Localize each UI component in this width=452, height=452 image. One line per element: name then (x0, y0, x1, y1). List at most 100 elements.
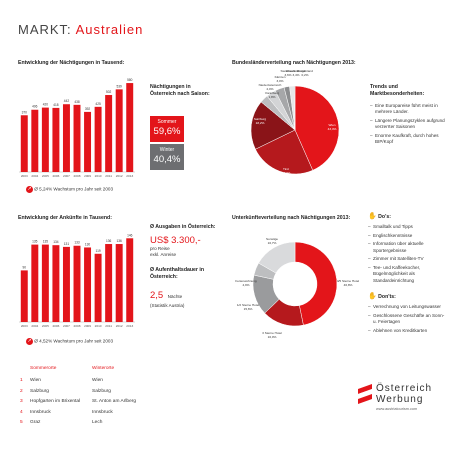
x-tick-label: 2010 (95, 174, 102, 178)
slice-value-label: 16,7% (268, 241, 277, 245)
ranking-winter: Salzburg (92, 388, 111, 394)
bar (41, 244, 49, 322)
ranking-winter: Wien (92, 378, 103, 383)
dos-panel: ✋ Do's: Smalltalk und Tipps Englischkenn… (368, 212, 448, 336)
bar-value-label: 438 (74, 100, 80, 104)
pie-slice (294, 85, 296, 131)
bar-value-label: 90 (22, 265, 26, 269)
bar (62, 246, 70, 322)
x-tick-label: 2005 (42, 174, 49, 178)
bar (73, 104, 81, 172)
bar-value-label: 580 (127, 78, 133, 82)
ankuenfte-bar-chart: 90 2003 135 2004 135 2005 134 2006 131 2007 133 200… (19, 233, 135, 328)
x-tick-label: 2009 (84, 174, 91, 178)
x-tick-label: 2005 (42, 324, 49, 328)
bundesland-pie-chart: Wien43,4%Tirol24,4%Salzburg18,2%Kärnten3… (250, 69, 340, 175)
slice-label: Steiermark (281, 69, 296, 73)
naechtigungen-bar-chart: 370 2003 406 2004 420 2005 418 2006 442 2007 438 20… (19, 78, 135, 178)
bar-value-label: 133 (74, 241, 80, 245)
spend-title: Ø Ausgaben in Österreich: (150, 224, 216, 230)
bar (94, 106, 102, 172)
col-summer: Sommerorte (30, 366, 57, 371)
bar-value-label: 392 (85, 107, 91, 111)
bar (84, 111, 92, 172)
ankuenfte-title: Entwicklung der Ankünfte in Tausend: (18, 215, 112, 221)
slice-label: Ferienwohnung (235, 279, 257, 283)
title-country: Australien (75, 22, 144, 37)
page-title: MARKT: Australien (18, 22, 143, 37)
x-tick-label: 2007 (63, 174, 70, 178)
ranking-winter: Lech (92, 420, 103, 425)
bar (20, 115, 28, 172)
stay-unit: Nächte (167, 294, 183, 300)
slice-label: Burgenland (297, 69, 313, 73)
bar-value-label: 406 (32, 105, 38, 109)
spend-sub1: pro Reise (150, 246, 170, 252)
bar (126, 83, 134, 172)
bar-value-label: 442 (64, 99, 70, 103)
dos-item: Tee- und Kaffeekocher, Bügelmöglichkeit … (368, 265, 448, 284)
bar-value-label: 135 (43, 240, 49, 244)
stay-value: 2,5 (150, 290, 164, 302)
dos-heading: ✋ Do's: (368, 212, 448, 220)
x-tick-label: 2007 (63, 324, 70, 328)
bar (31, 244, 39, 322)
bar-value-label: 130 (85, 242, 91, 246)
naechtigungen-growth: ↗ Ø 5,24% Wachstum pro Jahr seit 2003 (26, 186, 114, 193)
col-winter: Winterorte (92, 366, 115, 371)
slice-value-label: 0,2% (301, 73, 308, 77)
slice-value-label: 1,8% (268, 95, 275, 99)
bar (84, 247, 92, 322)
bar (52, 107, 60, 172)
dos-item: Zimmer mit Satelliten-TV (368, 256, 448, 263)
donts-title: Don'ts: (378, 294, 396, 301)
season-title: Nächtigungen in Österreich nach Saison: (150, 84, 210, 98)
x-tick-label: 2011 (105, 174, 112, 178)
bar-value-label: 136 (117, 239, 123, 243)
logo-line1: Österreich (376, 383, 433, 394)
dos-item: Englischkenntnisse (368, 233, 448, 240)
x-tick-label: 2013 (126, 324, 133, 328)
spend-panel: Ø Ausgaben in Österreich: US$ 3.300,- pr… (150, 224, 222, 309)
bar (62, 104, 70, 172)
bar (115, 244, 123, 322)
ranking-winter: Innsbruck (92, 409, 113, 415)
growth-icon: ↗ (26, 186, 33, 193)
slice-value-label: 16,0% (268, 335, 277, 339)
bar-value-label: 146 (127, 233, 133, 237)
donts-heading: ✋ Don'ts: (368, 292, 448, 300)
x-tick-label: 2010 (95, 324, 102, 328)
ranking-summer: Graz (30, 420, 41, 425)
spend-sub2: exkl. Anreise (150, 252, 177, 258)
slice-value-label: 3,0% (276, 79, 283, 83)
donts-item: Geschlossene Geschäfte an Sonn- u. Feier… (368, 313, 448, 326)
slice-label: 4/5 Sterne Hotel (337, 279, 360, 283)
bar-value-label: 420 (43, 103, 49, 107)
trends-title: Trends und Marktbesonderheiten: (370, 84, 425, 98)
bar-value-label: 425 (95, 102, 101, 106)
donts-item: Ablehnen von Kreditkarten (368, 328, 448, 335)
bar-value-label: 370 (22, 110, 28, 114)
ranking-rank: 1 (20, 378, 23, 383)
dos-title: Do's: (378, 214, 391, 220)
bar (52, 245, 60, 322)
pie-slice (255, 129, 314, 175)
stay-title: Ø Aufenthaltsdauer in Österreich: (150, 266, 204, 280)
bar-value-label: 136 (106, 239, 112, 243)
x-tick-label: 2006 (52, 174, 59, 178)
flag-icon (358, 384, 372, 404)
bar (115, 89, 123, 172)
pie-slice (294, 241, 338, 326)
winter-box: Winter 40,4% (150, 144, 184, 170)
ranking-winter: St. Anton am Arlberg (92, 399, 136, 404)
naechtigungen-title: Entwicklung der Nächtigungen in Tausend: (18, 60, 125, 66)
slice-value-label: 24,4% (282, 171, 291, 175)
slice-label: Salzburg (254, 117, 266, 121)
ranking-rank: 3 (20, 399, 23, 404)
slice-label: 1/2 Sterne Hotel (237, 303, 260, 307)
x-tick-label: 2008 (74, 324, 81, 328)
slice-label: Oberösterreich (286, 69, 307, 73)
trends-panel: Trends und Marktbesonderheiten: Eine Eur… (370, 84, 448, 148)
slice-label: 3 Sterne Hotel (262, 331, 282, 335)
